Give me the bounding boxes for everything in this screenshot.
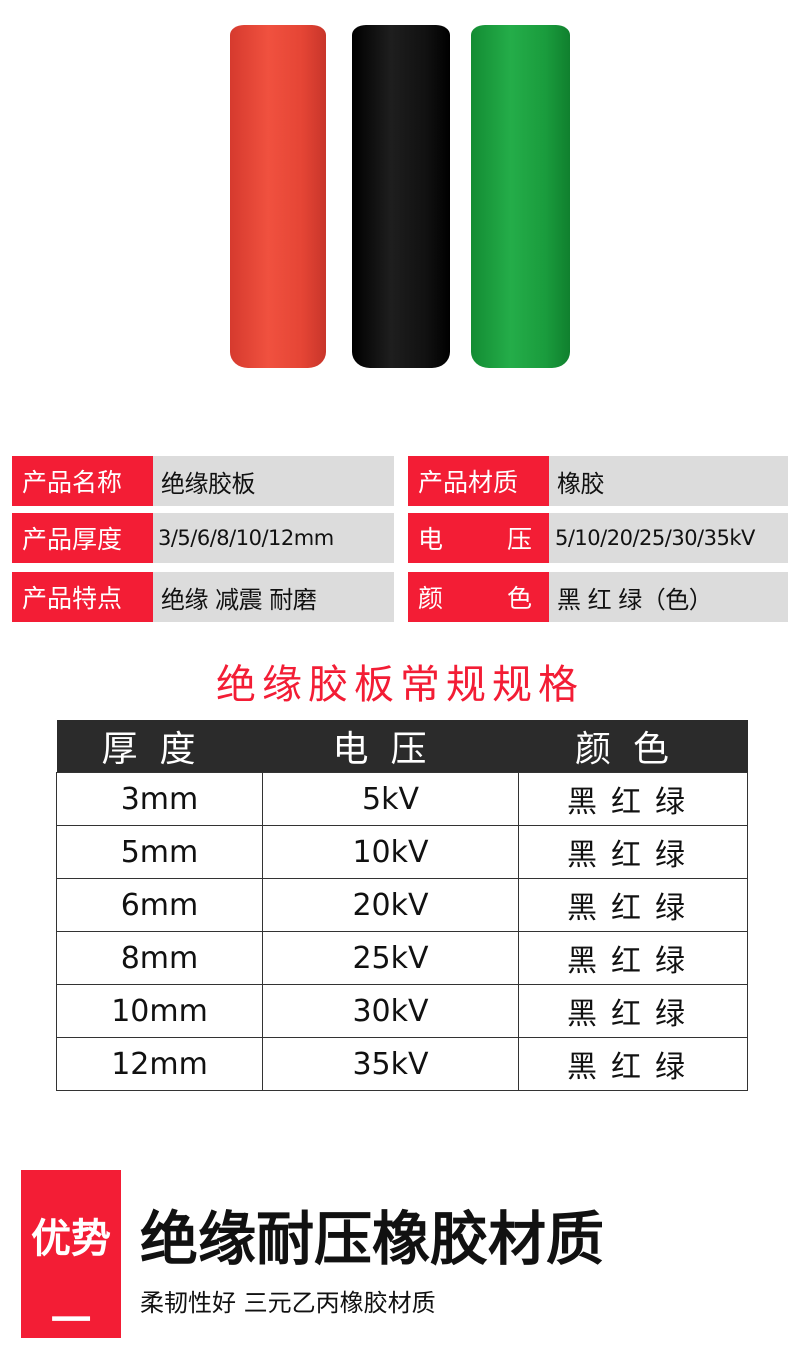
table-row: 10mm 30kV 黑红绿 bbox=[56, 984, 748, 1038]
table-cell: 黑红绿 bbox=[518, 984, 748, 1038]
advantage-subtitle: 柔韧性好 三元乙丙橡胶材质 bbox=[140, 1289, 436, 1317]
table-row: 5mm 10kV 黑红绿 bbox=[56, 825, 748, 879]
red-rubber-roll bbox=[230, 25, 326, 368]
spec-voltage: 电压 5/10/20/25/30/35kV bbox=[408, 513, 788, 563]
spec-features: 产品特点 绝缘 减震 耐磨 bbox=[12, 572, 394, 622]
table-cell: 6mm bbox=[56, 878, 263, 932]
table-cell: 30kV bbox=[262, 984, 519, 1038]
table-cell: 12mm bbox=[56, 1037, 263, 1091]
table-header: 厚度 电压 颜色 bbox=[56, 720, 748, 773]
table-title: 绝缘胶板常规规格 bbox=[216, 662, 584, 708]
table-cell: 10mm bbox=[56, 984, 263, 1038]
table-cell: 黑红绿 bbox=[518, 825, 748, 879]
spec-color: 颜色黑 红 绿（色） bbox=[408, 572, 788, 622]
table-cell: 10kV bbox=[262, 825, 519, 879]
black-rubber-roll bbox=[352, 25, 450, 368]
spec-name: 产品名称 绝缘胶板 bbox=[12, 456, 394, 506]
advantage-heading: 绝缘耐压橡胶材质 bbox=[140, 1205, 605, 1273]
spec-table: 厚度 电压 颜色 3mm 5kV 黑红绿 5mm 10kV 黑红绿 6mm 20kV 黑红绿 8m… bbox=[56, 720, 748, 1091]
table-cell: 3mm bbox=[56, 772, 263, 826]
table-row: 3mm 5kV 黑红绿 bbox=[56, 772, 748, 826]
spec-material: 产品材质 橡胶 bbox=[408, 456, 788, 506]
green-rubber-roll bbox=[471, 25, 570, 368]
table-cell: 黑红绿 bbox=[518, 1037, 748, 1091]
table-cell: 黑红绿 bbox=[518, 878, 748, 932]
table-cell: 25kV bbox=[262, 931, 519, 985]
table-cell: 5kV bbox=[262, 772, 519, 826]
table-row: 12mm 35kV 黑红绿 bbox=[56, 1037, 748, 1091]
table-cell: 黑红绿 bbox=[518, 772, 748, 826]
table-row: 8mm 25kV 黑红绿 bbox=[56, 931, 748, 985]
table-cell: 黑红绿 bbox=[518, 931, 748, 985]
table-cell: 5mm bbox=[56, 825, 263, 879]
table-cell: 20kV bbox=[262, 878, 519, 932]
table-cell: 35kV bbox=[262, 1037, 519, 1091]
table-row: 6mm 20kV 黑红绿 bbox=[56, 878, 748, 932]
table-cell: 8mm bbox=[56, 931, 263, 985]
spec-thickness: 产品厚度 3/5/6/8/10/12mm bbox=[12, 513, 394, 563]
advantage-badge: 优势 一 bbox=[21, 1170, 121, 1344]
